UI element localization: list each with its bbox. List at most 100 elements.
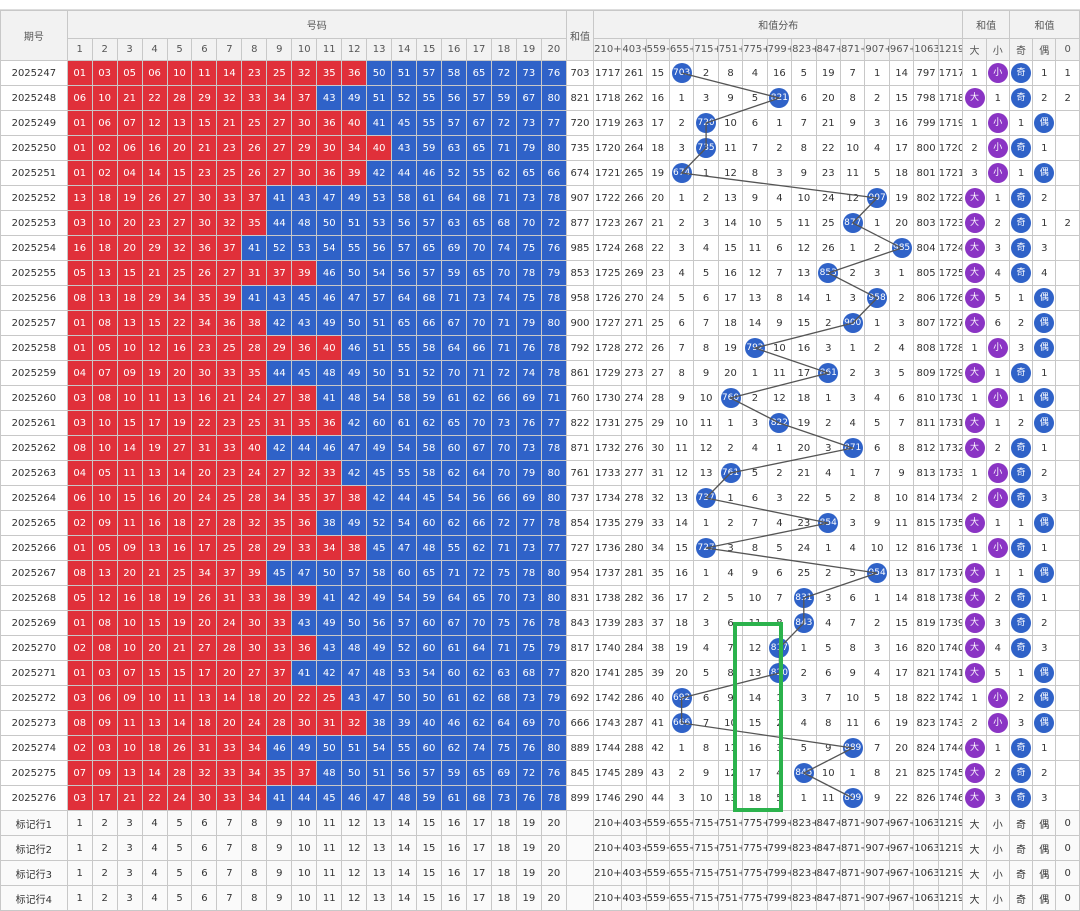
distribution-cell: 4 [815,610,841,636]
number-cell: 30 [191,785,218,811]
number-col-header: 17 [465,38,492,61]
cumulative-cell: 30 [645,435,670,461]
distribution-cell: 4 [839,410,866,436]
distribution-cell: 16 [717,260,744,286]
number-cell: 62 [441,510,467,536]
oddeven-cell [1055,335,1080,361]
bigsmall-cell: 小 [985,685,1010,711]
period-cell: 2025248 [0,85,68,111]
number-cell: 28 [216,510,243,536]
distribution-cell: 1724 [937,235,964,261]
distribution-cell: 815 [913,510,939,536]
footer-distribution: 1063+ [913,810,939,836]
number-cell: 16 [166,535,193,561]
distribution-cell: 24 [815,185,841,211]
number-cell: 29 [141,285,168,311]
number-cell: 14 [141,160,168,186]
distribution-cell: 3 [888,310,915,336]
number-cell: 61 [416,185,443,211]
footer-number: 5 [166,835,193,861]
distribution-cell: 10 [742,210,768,236]
number-cell: 51 [391,60,418,86]
number-cell: 48 [416,535,443,561]
distribution-cell: 1740 [937,635,964,661]
number-cell: 29 [291,135,318,161]
distribution-cell: 14 [888,585,915,611]
number-cell: 70 [465,410,492,436]
number-cell: 73 [515,110,542,136]
number-cell: 16 [66,235,93,261]
distribution-cell: 15 [888,85,915,111]
distribution-cell: 1 [815,535,841,561]
number-cell: 25 [241,410,268,436]
distribution-cell: 2 [668,210,695,236]
distribution-cell: 5 [742,85,768,111]
distribution-cell: 16 [888,110,915,136]
footer-number: 18 [490,835,517,861]
distribution-cell: 16 [766,60,793,86]
number-cell: 47 [316,185,343,211]
distribution-cell: 2 [693,60,719,86]
number-cell: 78 [540,285,567,311]
number-cell: 32 [291,460,318,486]
number-cell: 15 [141,660,168,686]
number-col-header: 18 [490,38,517,61]
distribution-col-header: 403+ [621,38,647,61]
sum-ball: 727 [696,538,717,558]
oddeven-cell: 偶 [1032,335,1057,361]
number-cell: 67 [515,85,542,111]
footer-distribution: 823+ [791,835,817,861]
distribution-cell: 1745 [937,760,964,786]
distribution-cell: 1726 [937,285,964,311]
oddeven-ball: 偶 [1034,413,1055,433]
number-cell: 37 [266,260,293,286]
oddeven-cell [1055,510,1080,536]
number-cell: 76 [540,60,567,86]
number-cell: 34 [191,310,218,336]
number-cell: 11 [116,510,143,536]
number-cell: 65 [465,60,492,86]
distribution-cell: 735 [693,135,719,161]
table-row: 2025276 03 17 21 22 24 30 33 34 41 44 45 46 47 48 59 61 6… [0,785,1080,811]
bigsmall-cell: 1 [985,510,1010,536]
distribution-cell: 15 [717,235,744,261]
number-cell: 50 [416,685,443,711]
footer-distribution: 655+ [668,885,695,911]
footer-distribution: 1219+ [937,860,964,886]
number-cell: 73 [515,185,542,211]
oddeven-cell: 1 [1032,535,1057,561]
sum-cell: 853 [565,260,595,286]
footer-number: 9 [266,835,293,861]
number-cell: 49 [291,735,318,761]
footer-number: 5 [166,810,193,836]
distribution-cell: 10 [839,135,866,161]
number-cell: 54 [416,660,443,686]
number-col-header: 13 [366,38,393,61]
oddeven-ball: 奇 [1011,188,1032,208]
bigsmall-ball: 小 [987,388,1008,408]
number-cell: 79 [540,635,567,661]
footer-distribution: 775+ [742,885,768,911]
number-cell: 27 [266,110,293,136]
number-cell: 03 [91,735,118,761]
number-cell: 01 [66,660,93,686]
number-cell: 30 [191,185,218,211]
bigsmall-cell: 1 [985,360,1010,386]
number-cell: 08 [66,435,93,461]
oddeven-cell: 奇 [1008,635,1034,661]
footer-parity: 小 [985,835,1010,861]
number-cell: 15 [166,160,193,186]
oddeven-cell: 奇 [1008,435,1034,461]
bigsmall-cell: 小 [985,110,1010,136]
number-cell: 13 [141,710,168,736]
number-cell: 36 [316,410,343,436]
number-cell: 65 [416,560,443,586]
number-cell: 56 [465,485,492,511]
number-cell: 53 [366,210,393,236]
number-cell: 22 [291,685,318,711]
number-cell: 78 [540,335,567,361]
oddeven-cell: 3 [1032,235,1057,261]
footer-number: 13 [366,810,393,836]
distribution-cell: 5 [864,685,890,711]
number-cell: 78 [540,185,567,211]
